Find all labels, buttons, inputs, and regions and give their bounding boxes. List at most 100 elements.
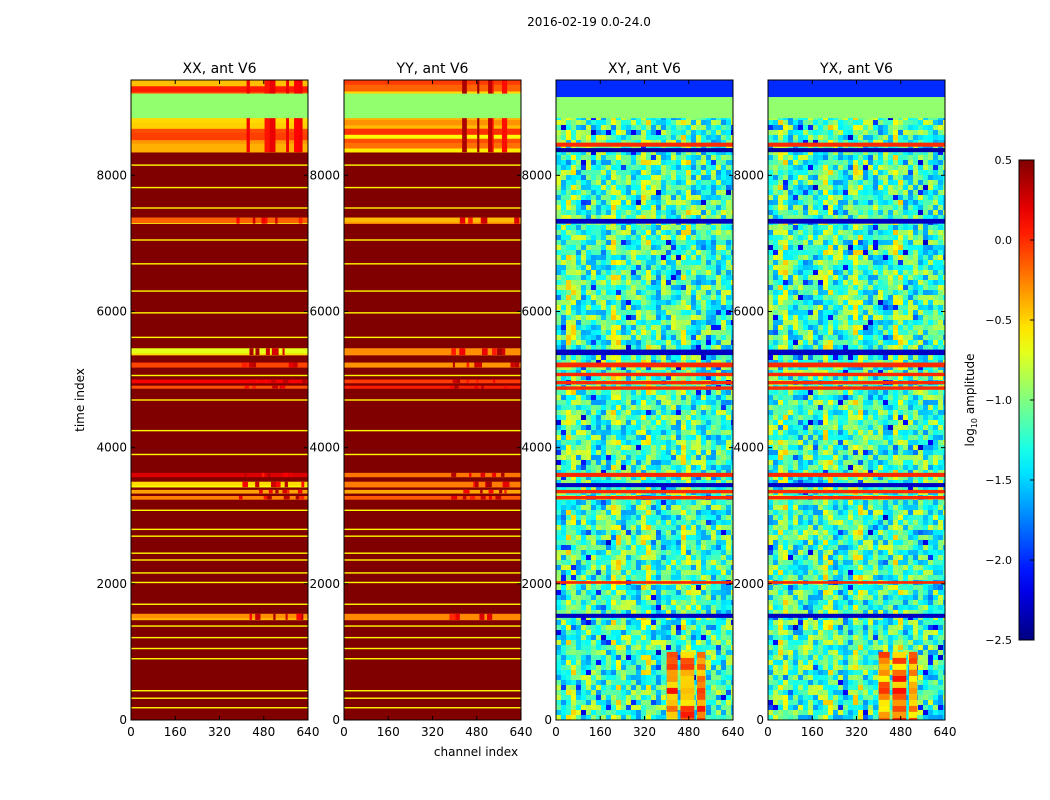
heatmap-cell <box>656 485 661 490</box>
heatmap-cell <box>706 640 711 645</box>
heatmap-cell <box>701 140 706 145</box>
heatmap-cell <box>646 355 651 360</box>
heatmap-cell <box>651 295 656 300</box>
heatmap-cell <box>701 245 706 250</box>
heatmap-cell <box>636 175 641 180</box>
heatmap-cell <box>671 545 676 550</box>
heatmap-cell <box>661 470 666 475</box>
heatmap-cell <box>626 420 631 425</box>
heatmap-row <box>344 128 521 136</box>
heatmap-cell <box>731 130 733 135</box>
heatmap-cell <box>621 430 626 435</box>
heatmap-cell <box>651 305 656 310</box>
heatmap-cell <box>646 160 651 165</box>
heatmap-cell <box>696 290 701 295</box>
heatmap-cell <box>656 700 661 705</box>
heatmap-cell <box>581 145 586 150</box>
heatmap-cell <box>556 135 561 140</box>
heatmap-cell <box>571 630 576 635</box>
heatmap-cell <box>566 690 571 695</box>
heatmap-cell <box>641 345 646 350</box>
heatmap-cell <box>716 430 721 435</box>
heatmap-cell <box>706 275 711 280</box>
heatmap-cell <box>626 120 631 125</box>
heatmap-cell <box>731 285 733 290</box>
heatmap-cell <box>596 210 601 215</box>
heatmap-cell <box>476 379 479 383</box>
heatmap-cell <box>621 200 626 205</box>
heatmap-cell <box>661 235 666 240</box>
heatmap-cell <box>596 685 601 690</box>
heatmap-cell <box>496 348 503 356</box>
heatmap-cell <box>681 570 686 575</box>
heatmap-cell <box>706 145 711 150</box>
heatmap-cell <box>556 360 561 365</box>
heatmap-cell <box>681 280 686 285</box>
heatmap-cell <box>671 595 676 600</box>
heatmap-cell <box>621 405 626 410</box>
heatmap-cell <box>470 496 476 500</box>
heatmap-cell <box>581 605 586 610</box>
heatmap-cell <box>671 185 676 190</box>
heatmap-cell <box>586 355 591 360</box>
heatmap-cell <box>696 510 701 515</box>
heatmap-cell <box>651 670 656 675</box>
heatmap-cell <box>566 205 571 210</box>
heatmap-row <box>556 148 733 153</box>
heatmap-cell <box>571 700 576 705</box>
heatmap-cell <box>596 565 601 570</box>
heatmap-cell <box>586 530 591 535</box>
heatmap-cell <box>566 260 571 265</box>
heatmap-cell <box>586 345 591 350</box>
heatmap-cell <box>701 325 706 330</box>
heatmap-cell <box>686 610 691 615</box>
heatmap-cell <box>656 240 661 245</box>
heatmap-cell <box>661 130 666 135</box>
heatmap-cell <box>731 315 733 320</box>
heatmap-cell <box>656 675 661 680</box>
heatmap-cell <box>601 440 606 445</box>
heatmap-cell <box>466 362 470 368</box>
heatmap-cell <box>726 250 731 255</box>
heatmap-cell <box>636 655 641 660</box>
heatmap-cell <box>671 340 676 345</box>
heatmap-cell <box>591 710 596 715</box>
heatmap-cell <box>701 605 706 610</box>
heatmap-cell <box>576 190 581 195</box>
heatmap-cell <box>726 130 731 135</box>
heatmap-cell <box>651 450 656 455</box>
heatmap-cell <box>626 510 631 515</box>
heatmap-cell <box>611 605 616 610</box>
heatmap-cell <box>691 150 696 155</box>
heatmap-cell <box>601 415 606 420</box>
heatmap-cell <box>601 635 606 640</box>
heatmap-cell <box>726 395 731 400</box>
heatmap-cell <box>686 275 691 280</box>
heatmap-row <box>131 489 308 494</box>
heatmap-cell <box>611 680 616 685</box>
heatmap-cell <box>606 370 611 375</box>
heatmap-cell <box>636 190 641 195</box>
heatmap-cell <box>566 305 571 310</box>
heatmap-cell <box>661 600 666 605</box>
heatmap-cell <box>721 210 726 215</box>
heatmap-cell <box>571 715 576 720</box>
heatmap-cell <box>726 475 731 480</box>
heatmap-cell <box>721 610 726 615</box>
heatmap-cell <box>696 125 701 130</box>
heatmap-cell <box>656 620 661 625</box>
heatmap-cell <box>641 715 646 720</box>
heatmap-cell <box>611 465 616 470</box>
heatmap-cell <box>731 690 733 695</box>
heatmap-cell <box>571 265 576 270</box>
heatmap-cell <box>641 555 646 560</box>
heatmap-cell <box>696 550 701 555</box>
heatmap-cell <box>666 545 671 550</box>
heatmap-cell <box>726 555 731 560</box>
heatmap-cell <box>691 140 696 145</box>
heatmap-cell <box>611 285 616 290</box>
heatmap-cell <box>616 130 621 135</box>
heatmap-cell <box>726 540 731 545</box>
heatmap-cell <box>566 630 571 635</box>
heatmap-cell <box>631 505 636 510</box>
